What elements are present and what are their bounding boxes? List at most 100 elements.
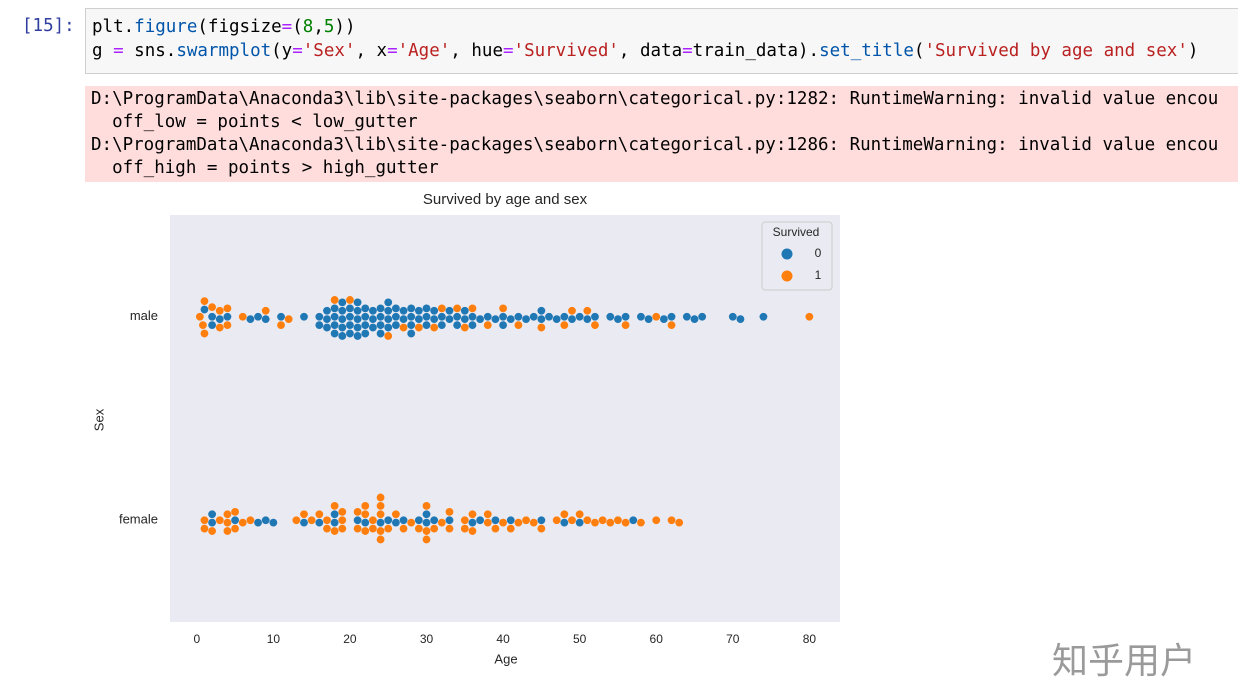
code-token: = [113,41,124,61]
swarm-point [460,524,469,533]
swarm-point [315,321,324,330]
code-cell[interactable]: plt.figure(figsize=(8,5)) g = sns.swarmpl… [85,8,1238,74]
swarm-point [208,312,217,321]
swarm-point [422,501,431,510]
swarm-point [338,516,347,525]
swarm-point [208,321,217,330]
swarm-point [315,518,324,527]
swarm-point [476,516,485,525]
swarm-point [231,524,239,533]
swarm-point [353,507,362,516]
swarm-point [376,321,385,330]
swarm-point [330,510,339,519]
swarm-point [376,329,385,338]
swarm-point [200,516,209,525]
swarm-point [506,516,515,525]
swarm-point [338,524,347,533]
swarm-point [361,510,370,519]
code-token: ) [1187,41,1199,61]
swarm-point [323,524,331,533]
cell-prompt: [15]: [22,16,75,36]
swarm-point [208,527,217,535]
swarm-point [506,524,515,533]
swarm-point [430,524,439,533]
x-tick-label: 80 [803,632,817,646]
legend-box [761,221,833,291]
swarm-point [522,315,530,324]
x-tick-label: 60 [650,632,664,646]
chart-title: Survived by age and sex [423,191,588,208]
swarm-point [384,298,393,307]
swarm-point [261,306,270,315]
code-token: = [387,41,398,61]
legend-label: 1 [815,268,822,282]
code-token: , hue [450,41,503,61]
swarm-point [330,312,339,321]
swarm-point [215,306,224,315]
swarm-point [499,321,507,330]
swarm-point [468,518,477,527]
swarm-point [614,315,622,324]
swarm-point [238,518,247,527]
swarm-point [300,312,308,321]
swarm-point [430,516,439,525]
swarm-point [468,527,477,535]
swarm-point [353,306,362,315]
swarm-point [514,321,523,330]
swarm-point [215,516,224,525]
x-axis-label: Age [494,651,517,666]
swarm-point [323,323,331,332]
swarm-point [552,516,561,525]
swarm-point [460,323,469,332]
swarm-point [223,518,232,527]
swarm-point [330,329,339,338]
swarm-point [330,321,339,330]
legend-marker [781,270,793,282]
swarm-point [537,516,546,525]
code-token: ( [292,17,303,37]
swarm-point [284,315,293,324]
swarm-point [621,518,630,527]
swarm-point [238,312,247,321]
code-token: 'Age' [397,41,451,61]
swarm-point [583,516,592,525]
swarm-point [491,524,500,533]
swarm-point [330,304,339,313]
code-token: = [281,17,293,37]
swarm-point [759,312,768,321]
swarm-point [460,516,469,525]
swarm-point [637,312,645,321]
swarm-point [483,312,492,321]
swarm-point [445,524,454,533]
warning-line: D:\ProgramData\Anaconda3\lib\site-packag… [91,135,1219,155]
x-tick-label: 70 [726,632,740,646]
swarm-point [353,516,362,525]
swarm-point [376,535,385,544]
swarm-point [483,321,492,330]
code-token: = [292,41,303,61]
x-tick-label: 20 [343,632,357,646]
swarm-point [545,312,553,321]
code-token: ( [913,41,925,61]
warning-line: off_high = points > high_gutter [91,158,439,178]
swarm-point [652,516,661,525]
swarm-point [353,332,362,340]
swarm-point [537,306,546,315]
swarm-point [667,312,676,321]
swarm-point [346,296,354,304]
swarm-point [353,524,362,533]
swarm-point [338,507,347,516]
swarm-point [682,312,691,321]
swarm-point [514,518,523,527]
swarm-point [353,323,362,332]
swarm-point [591,312,599,321]
swarm-point [391,321,400,330]
swarm-point [667,321,676,330]
swarm-point [376,304,385,313]
swarm-point [499,304,507,313]
swarm-point [644,315,653,324]
swarm-point [414,524,423,533]
swarm-point [407,321,416,330]
swarm-point [690,315,699,324]
swarm-point [422,312,431,321]
